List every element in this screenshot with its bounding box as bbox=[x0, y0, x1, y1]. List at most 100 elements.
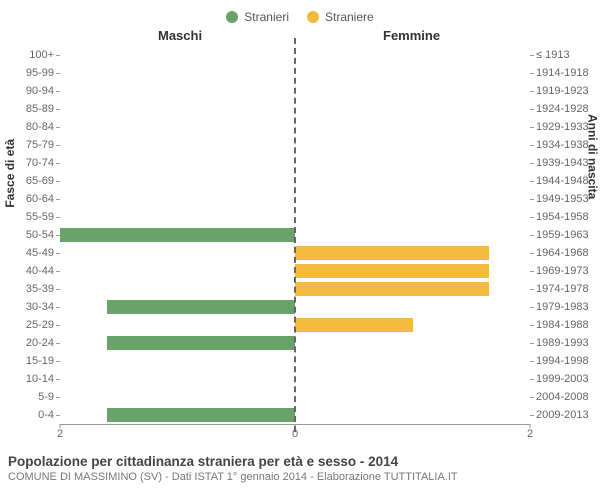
column-headers: Maschi Femmine bbox=[0, 28, 600, 46]
tick-mark bbox=[530, 145, 534, 146]
birth-year-label: 1989-1993 bbox=[536, 337, 589, 349]
legend-label-female: Straniere bbox=[325, 10, 374, 24]
tick-mark bbox=[530, 127, 534, 128]
age-group-label: 45-49 bbox=[26, 247, 54, 259]
tick-mark bbox=[56, 343, 60, 344]
tick-mark bbox=[530, 91, 534, 92]
bar-female bbox=[295, 318, 413, 332]
age-group-label: 70-74 bbox=[26, 157, 54, 169]
age-group-label: 50-54 bbox=[26, 229, 54, 241]
birth-year-label: 2009-2013 bbox=[536, 409, 589, 421]
birth-year-label: 1944-1948 bbox=[536, 175, 589, 187]
tick-mark bbox=[530, 163, 534, 164]
tick-mark bbox=[530, 325, 534, 326]
bar-male bbox=[107, 408, 295, 422]
bar-female bbox=[295, 246, 489, 260]
tick-mark bbox=[56, 217, 60, 218]
column-header-male: Maschi bbox=[158, 28, 202, 43]
age-group-label: 35-39 bbox=[26, 283, 54, 295]
birth-year-label: 1919-1923 bbox=[536, 85, 589, 97]
age-group-label: 25-29 bbox=[26, 319, 54, 331]
age-group-label: 90-94 bbox=[26, 85, 54, 97]
tick-mark bbox=[56, 253, 60, 254]
birth-year-label: 2004-2008 bbox=[536, 391, 589, 403]
tick-mark bbox=[56, 91, 60, 92]
tick-mark bbox=[56, 361, 60, 362]
age-group-label: 5-9 bbox=[38, 391, 54, 403]
center-divider bbox=[294, 38, 296, 432]
tick-mark bbox=[56, 325, 60, 326]
tick-mark bbox=[56, 109, 60, 110]
age-group-label: 85-89 bbox=[26, 103, 54, 115]
birth-year-label: 1964-1968 bbox=[536, 247, 589, 259]
tick-mark bbox=[56, 73, 60, 74]
birth-year-label: 1954-1958 bbox=[536, 211, 589, 223]
birth-year-label: 1924-1928 bbox=[536, 103, 589, 115]
birth-year-label: 1939-1943 bbox=[536, 157, 589, 169]
tick-mark bbox=[56, 271, 60, 272]
tick-mark bbox=[56, 415, 60, 416]
tick-mark bbox=[530, 379, 534, 380]
tick-mark bbox=[530, 289, 534, 290]
legend-item-male: Stranieri bbox=[226, 10, 289, 24]
tick-mark bbox=[56, 145, 60, 146]
birth-year-label: 1949-1953 bbox=[536, 193, 589, 205]
legend-swatch-female bbox=[307, 11, 319, 23]
bar-male bbox=[107, 300, 295, 314]
tick-mark bbox=[56, 307, 60, 308]
tick-mark bbox=[530, 361, 534, 362]
bar-female bbox=[295, 264, 489, 278]
yaxis-label-left: Fasce di età bbox=[3, 139, 17, 208]
birth-year-label: 1934-1938 bbox=[536, 139, 589, 151]
tick-mark bbox=[530, 199, 534, 200]
legend-swatch-male bbox=[226, 11, 238, 23]
age-group-label: 40-44 bbox=[26, 265, 54, 277]
age-group-label: 15-19 bbox=[26, 355, 54, 367]
pyramid-chart: Stranieri Straniere Maschi Femmine Fasce… bbox=[0, 0, 600, 500]
tick-mark bbox=[530, 235, 534, 236]
age-group-label: 55-59 bbox=[26, 211, 54, 223]
bar-male bbox=[60, 228, 295, 242]
birth-year-label: 1959-1963 bbox=[536, 229, 589, 241]
plot-area: Fasce di età Anni di nascita 100+≤ 19139… bbox=[60, 46, 530, 424]
tick-mark bbox=[530, 343, 534, 344]
tick-mark bbox=[530, 181, 534, 182]
birth-year-label: 1914-1918 bbox=[536, 67, 589, 79]
tick-mark bbox=[56, 379, 60, 380]
tick-mark bbox=[530, 55, 534, 56]
birth-year-label: ≤ 1913 bbox=[536, 49, 570, 61]
age-group-label: 30-34 bbox=[26, 301, 54, 313]
legend-item-female: Straniere bbox=[307, 10, 374, 24]
chart-title: Popolazione per cittadinanza straniera p… bbox=[8, 454, 592, 469]
age-group-label: 0-4 bbox=[38, 409, 54, 421]
tick-mark bbox=[56, 127, 60, 128]
x-tick-label: 2 bbox=[527, 428, 533, 440]
age-group-label: 60-64 bbox=[26, 193, 54, 205]
age-group-label: 80-84 bbox=[26, 121, 54, 133]
chart-footer: Popolazione per cittadinanza straniera p… bbox=[8, 454, 592, 483]
tick-mark bbox=[530, 307, 534, 308]
tick-mark bbox=[530, 217, 534, 218]
legend-label-male: Stranieri bbox=[244, 10, 289, 24]
tick-mark bbox=[56, 199, 60, 200]
birth-year-label: 1974-1978 bbox=[536, 283, 589, 295]
x-tick-label: 2 bbox=[57, 428, 63, 440]
tick-mark bbox=[530, 415, 534, 416]
tick-mark bbox=[56, 289, 60, 290]
tick-mark bbox=[530, 73, 534, 74]
tick-mark bbox=[56, 181, 60, 182]
birth-year-label: 1979-1983 bbox=[536, 301, 589, 313]
birth-year-label: 1984-1988 bbox=[536, 319, 589, 331]
age-group-label: 95-99 bbox=[26, 67, 54, 79]
age-group-label: 100+ bbox=[29, 49, 54, 61]
legend: Stranieri Straniere bbox=[0, 10, 600, 24]
tick-mark bbox=[56, 163, 60, 164]
tick-mark bbox=[530, 109, 534, 110]
tick-mark bbox=[56, 55, 60, 56]
tick-mark bbox=[530, 397, 534, 398]
birth-year-label: 1999-2003 bbox=[536, 373, 589, 385]
bar-female bbox=[295, 282, 489, 296]
age-group-label: 75-79 bbox=[26, 139, 54, 151]
birth-year-label: 1994-1998 bbox=[536, 355, 589, 367]
birth-year-label: 1969-1973 bbox=[536, 265, 589, 277]
